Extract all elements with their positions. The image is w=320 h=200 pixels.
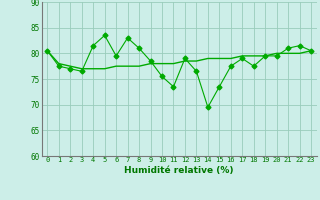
X-axis label: Humidité relative (%): Humidité relative (%): [124, 166, 234, 175]
